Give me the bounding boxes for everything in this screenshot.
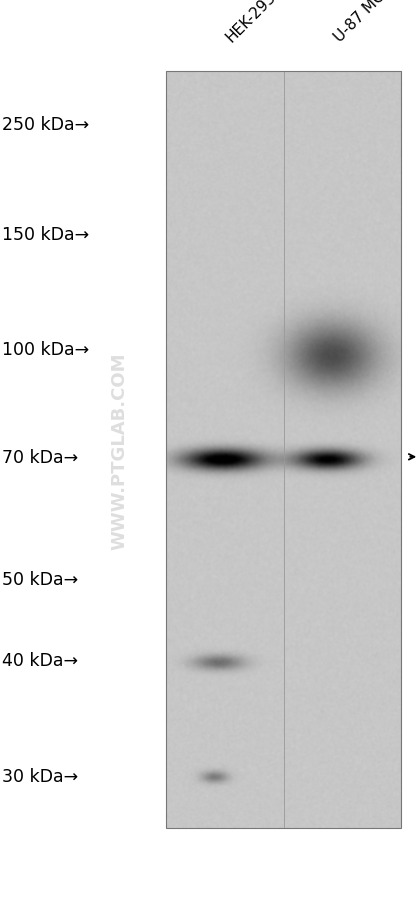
Text: 30 kDa→: 30 kDa→ (2, 767, 78, 785)
Text: WWW.PTGLAB.COM: WWW.PTGLAB.COM (111, 353, 129, 549)
Text: 250 kDa→: 250 kDa→ (2, 115, 89, 133)
Text: HEK-293: HEK-293 (223, 0, 278, 45)
Text: 150 kDa→: 150 kDa→ (2, 226, 89, 244)
Text: 50 kDa→: 50 kDa→ (2, 570, 78, 588)
Text: 70 kDa→: 70 kDa→ (2, 448, 78, 466)
Text: U-87 MG: U-87 MG (332, 0, 389, 45)
Bar (166, 72, 401, 828)
Text: 100 kDa→: 100 kDa→ (2, 341, 89, 359)
Text: 40 kDa→: 40 kDa→ (2, 651, 78, 669)
